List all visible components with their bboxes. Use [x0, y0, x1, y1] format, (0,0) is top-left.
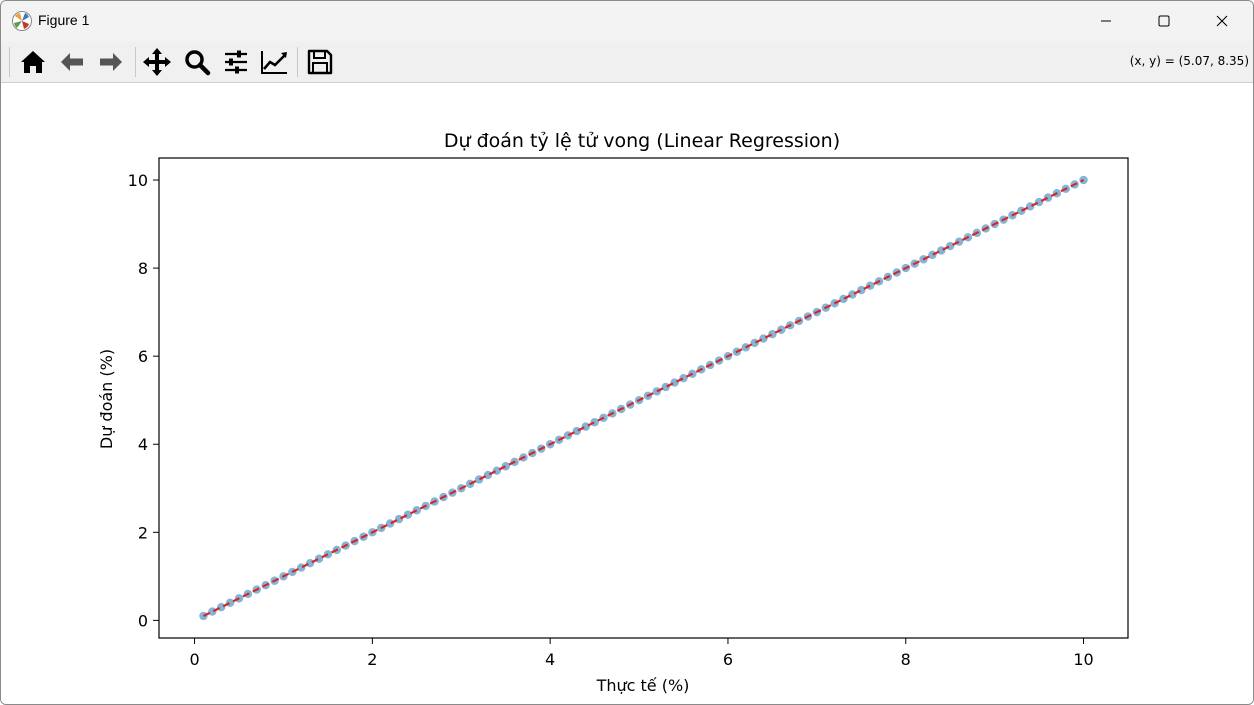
scatter-point: [474, 474, 484, 485]
y-tick-label: 2: [138, 523, 148, 542]
scatter-point: [1016, 206, 1027, 216]
scatter-points: [198, 175, 1089, 621]
back-button[interactable]: [55, 45, 89, 79]
forward-arrow-icon: [100, 53, 122, 71]
forward-button[interactable]: [94, 45, 128, 79]
close-icon: [1216, 15, 1228, 27]
scatter-point: [305, 558, 315, 568]
maximize-icon: [1158, 15, 1170, 27]
scatter-point: [936, 245, 947, 256]
scatter-point: [767, 329, 778, 339]
cursor-coordinates: (x, y) = (5.07, 8.35): [1129, 54, 1249, 68]
chart-title: Dự đoán tỷ lệ tử vong (Linear Regression…: [444, 130, 840, 152]
toolbar: (x, y) = (5.07, 8.35): [1, 41, 1253, 83]
scatter-point: [314, 553, 324, 564]
save-button[interactable]: [303, 45, 337, 79]
y-tick-label: 10: [128, 171, 148, 190]
home-button[interactable]: [16, 45, 50, 79]
window-title: Figure 1: [38, 12, 90, 28]
x-axis-label: Thực tế (%): [596, 676, 690, 695]
scatter-point: [500, 461, 511, 472]
reference-line: [202, 179, 1085, 617]
scatter-point: [385, 518, 395, 529]
scatter-point: [580, 421, 591, 432]
scatter-point: [1034, 197, 1044, 207]
scatter-point: [838, 294, 849, 304]
edit-axis-button[interactable]: [257, 45, 291, 79]
scatter-point: [403, 509, 413, 520]
scatter-chart: Dự đoán tỷ lệ tử vong (Linear Regression…: [97, 130, 1129, 695]
y-tick-label: 4: [138, 435, 148, 454]
scatter-point: [572, 426, 582, 436]
scatter-point: [207, 606, 218, 617]
y-tick-label: 8: [138, 259, 148, 278]
toolbar-separator: [9, 47, 10, 77]
x-tick-label: 0: [189, 650, 199, 669]
figure-canvas[interactable]: Dự đoán tỷ lệ tử vong (Linear Regression…: [1, 83, 1253, 704]
close-button[interactable]: [1193, 1, 1251, 41]
save-icon: [307, 49, 333, 75]
scatter-point: [927, 250, 938, 260]
scatter-point: [678, 373, 689, 383]
home-icon: [21, 51, 45, 73]
x-tick-label: 6: [723, 650, 733, 669]
scatter-point: [669, 377, 680, 388]
y-tick-label: 0: [138, 611, 148, 630]
scatter-point: [945, 241, 956, 251]
minimize-button[interactable]: [1077, 1, 1135, 41]
toolbar-separator: [135, 47, 136, 77]
scatter-point: [758, 333, 769, 344]
zoom-button[interactable]: [180, 45, 214, 79]
subplots-button[interactable]: [219, 45, 253, 79]
scatter-point: [954, 236, 964, 247]
scatter-point: [865, 280, 875, 291]
maximize-button[interactable]: [1135, 1, 1193, 41]
scatter-point: [394, 514, 404, 524]
scatter-point: [216, 602, 227, 612]
y-ticks: 0 2 4 6 8 10: [128, 171, 159, 630]
scatter-point: [483, 470, 493, 480]
pan-button[interactable]: [140, 45, 174, 79]
scatter-point: [652, 386, 662, 397]
matplotlib-icon: [12, 11, 32, 31]
scatter-point: [492, 465, 502, 476]
scatter-point: [296, 562, 307, 573]
toolbar-separator: [297, 47, 298, 77]
x-tick-label: 4: [545, 650, 555, 669]
x-ticks: 0 2 4 6 8 10: [189, 638, 1094, 669]
scatter-point: [589, 417, 600, 428]
scatter-point: [856, 285, 867, 295]
back-arrow-icon: [61, 53, 83, 71]
y-axis-label: Dự đoán (%): [97, 349, 116, 449]
minimize-icon: [1101, 20, 1111, 22]
scatter-point: [412, 505, 422, 516]
scatter-point: [563, 430, 573, 441]
subplots-config-icon: [225, 50, 247, 74]
scatter-point: [225, 597, 235, 608]
scatter-point: [847, 289, 858, 300]
x-tick-label: 8: [901, 650, 911, 669]
scatter-point: [1043, 192, 1053, 203]
x-tick-label: 2: [367, 650, 377, 669]
edit-axis-icon: [261, 51, 287, 74]
pan-icon: [143, 48, 171, 76]
zoom-icon: [185, 50, 211, 76]
title-bar[interactable]: Figure 1: [1, 1, 1253, 41]
x-tick-label: 10: [1073, 650, 1093, 669]
axes-frame: [158, 157, 1129, 639]
scatter-point: [660, 382, 671, 392]
scatter-point: [749, 338, 760, 348]
scatter-point: [1025, 201, 1036, 212]
y-tick-label: 6: [138, 347, 148, 366]
